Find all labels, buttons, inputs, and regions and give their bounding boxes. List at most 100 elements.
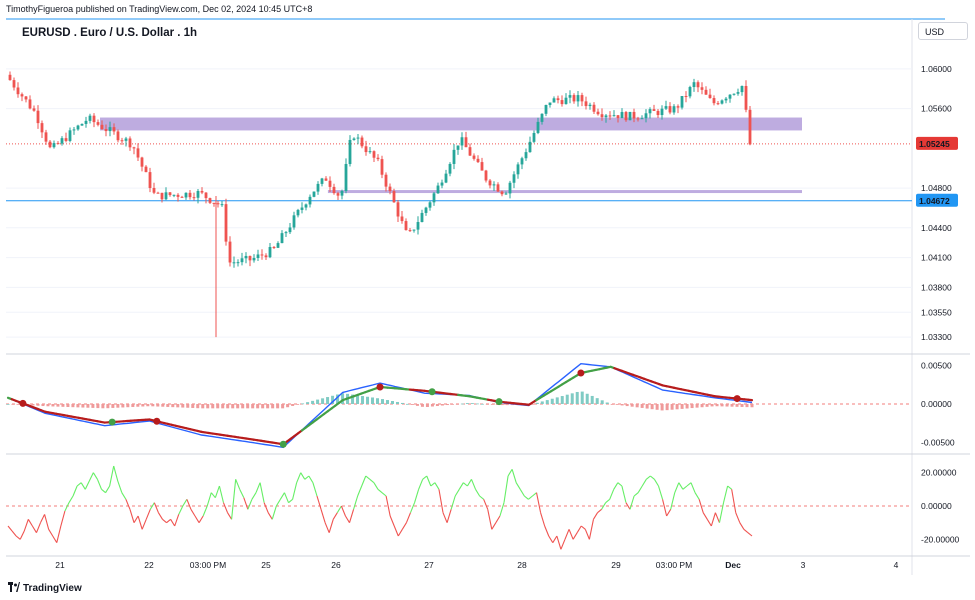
osc-line-segment <box>544 525 550 537</box>
candle-body <box>644 113 648 119</box>
osc-line-segment <box>222 502 229 513</box>
candle-body <box>360 137 364 147</box>
candle-body <box>92 115 96 123</box>
candle-body <box>192 197 196 199</box>
macd-histogram-bar <box>136 404 140 407</box>
osc-line-segment <box>499 502 505 517</box>
symbol-title[interactable]: EURUSD . Euro / U.S. Dollar . 1h <box>22 27 198 39</box>
macd-histogram-bar <box>216 404 220 409</box>
macd-histogram-bar <box>550 398 554 404</box>
candle-body <box>28 99 32 109</box>
macd-histogram-bar <box>490 404 494 405</box>
macd-histogram-bar <box>645 404 649 409</box>
macd-histogram-bar <box>16 404 20 405</box>
candle-body <box>500 191 504 195</box>
macd-histogram-bar <box>640 404 644 408</box>
candle-body <box>240 258 244 263</box>
osc-line-segment <box>340 505 346 517</box>
macd-histogram-bar <box>196 404 200 409</box>
macd-tick-label: 0.00000 <box>921 399 952 409</box>
candle-body <box>460 137 464 146</box>
candle-body <box>36 110 40 124</box>
macd-cross-dot <box>279 440 287 448</box>
candle-body <box>744 85 748 110</box>
osc-line-segment <box>121 492 127 500</box>
macd-histogram-bar <box>206 404 210 409</box>
candle-body <box>48 141 52 148</box>
macd-histogram-bar <box>580 391 584 404</box>
macd-tick-label: 0.00500 <box>921 360 952 370</box>
tradingview-logo[interactable]: TradingView <box>8 582 82 594</box>
candle-body <box>348 139 352 164</box>
candle-body <box>132 147 136 149</box>
osc-line-segment <box>743 528 749 534</box>
candle-body <box>16 87 20 95</box>
candle-body <box>400 216 404 222</box>
candle-body <box>424 207 428 213</box>
price-tick-label: 1.03300 <box>921 332 952 342</box>
osc-line-segment <box>125 499 131 510</box>
candle-body <box>12 80 16 88</box>
candle-body <box>124 138 128 141</box>
macd-histogram-bar <box>615 404 619 405</box>
candle-body <box>308 196 312 205</box>
candle-body <box>296 209 300 216</box>
osc-line-segment <box>149 502 155 510</box>
currency-button[interactable]: USD <box>918 22 968 40</box>
macd-histogram-bar <box>131 404 135 407</box>
osc-line-segment <box>68 495 74 503</box>
candle-body <box>280 233 284 244</box>
macd-histogram-bar <box>610 404 614 405</box>
macd-histogram-bar <box>271 404 275 409</box>
candle-body <box>356 137 360 139</box>
osc-line-segment <box>446 509 452 523</box>
osc-line-segment <box>401 522 407 530</box>
osc-line-segment <box>288 498 293 504</box>
osc-line-segment <box>540 512 546 527</box>
macd-histogram-bar <box>560 396 564 404</box>
osc-line-segment <box>507 469 513 477</box>
candle-body <box>432 193 436 203</box>
osc-line-segment <box>528 495 533 500</box>
macd-histogram-bar <box>191 404 195 408</box>
macd-histogram-bar <box>670 404 674 410</box>
osc-line-segment <box>259 482 265 503</box>
osc-line-segment <box>706 519 712 527</box>
osc-tick-label: 20.00000 <box>921 468 957 478</box>
candle-body <box>708 94 712 99</box>
candle-body <box>476 158 480 163</box>
osc-line-segment <box>418 479 424 490</box>
candle-body <box>84 120 88 124</box>
osc-line-segment <box>206 492 212 507</box>
candle-body <box>440 182 444 186</box>
candle-body <box>40 123 44 133</box>
osc-line-segment <box>682 485 688 490</box>
osc-line-segment <box>365 475 371 480</box>
osc-line-segment <box>218 485 225 503</box>
candle-body <box>52 143 56 148</box>
published-caption: TimothyFigueroa published on TradingView… <box>6 4 313 14</box>
time-tick-label: 25 <box>261 560 271 570</box>
current-price-label-bg <box>916 136 958 150</box>
macd-histogram-bar <box>181 404 185 408</box>
candle-body <box>392 191 396 203</box>
candle-body <box>168 192 172 196</box>
candle-body <box>544 104 548 114</box>
osc-line-segment <box>584 529 590 540</box>
support-price-label-bg <box>916 193 958 207</box>
macd-histogram-bar <box>41 404 45 407</box>
osc-line-segment <box>694 492 700 500</box>
osc-line-segment <box>336 505 342 513</box>
macd-histogram-bar <box>600 400 604 404</box>
macd-histogram-bar <box>276 404 280 409</box>
macd-histogram-bar <box>146 404 150 407</box>
candle-body <box>668 106 672 113</box>
osc-line-segment <box>678 482 684 490</box>
candle-body <box>648 109 652 114</box>
osc-line-segment <box>430 482 436 487</box>
osc-line-segment <box>369 478 375 484</box>
candle-body <box>188 192 192 198</box>
osc-line-segment <box>133 515 139 523</box>
macd-histogram-bar <box>665 404 669 411</box>
